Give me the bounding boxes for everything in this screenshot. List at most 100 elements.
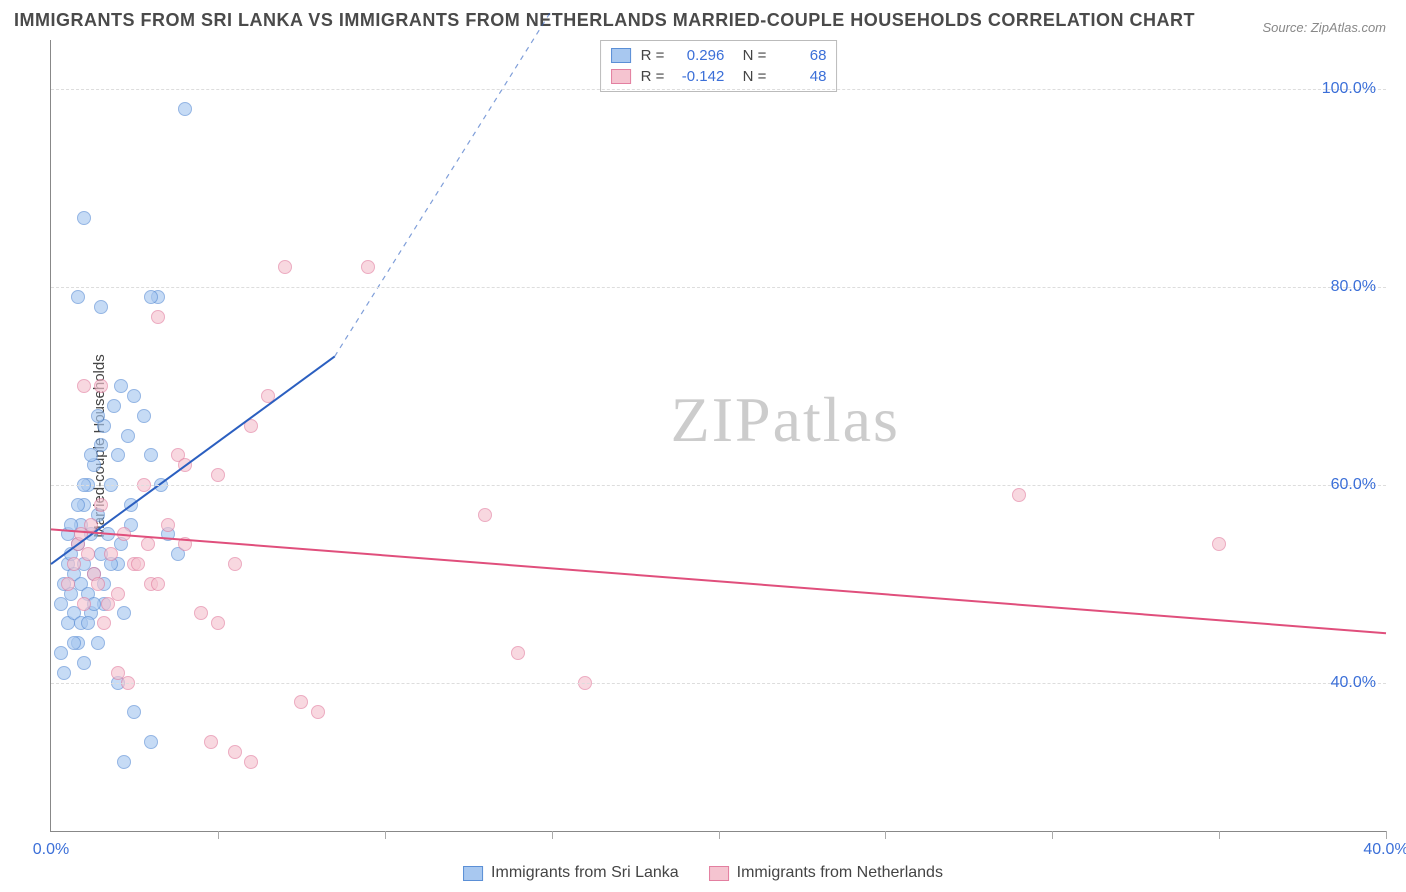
scatter-point bbox=[124, 498, 138, 512]
trend-lines-layer bbox=[51, 40, 1386, 831]
scatter-point bbox=[61, 577, 75, 591]
scatter-point bbox=[101, 527, 115, 541]
scatter-point bbox=[1012, 488, 1026, 502]
legend-swatch bbox=[463, 866, 483, 881]
scatter-point bbox=[178, 537, 192, 551]
scatter-point bbox=[117, 755, 131, 769]
scatter-point bbox=[101, 597, 115, 611]
y-tick-label: 60.0% bbox=[1331, 476, 1376, 494]
scatter-point bbox=[294, 695, 308, 709]
scatter-point bbox=[151, 577, 165, 591]
correlation-legend-row: R =0.296 N =68 bbox=[611, 45, 827, 66]
scatter-point bbox=[144, 735, 158, 749]
scatter-point bbox=[84, 448, 98, 462]
scatter-point bbox=[127, 705, 141, 719]
scatter-point bbox=[54, 646, 68, 660]
scatter-point bbox=[244, 755, 258, 769]
scatter-point bbox=[137, 409, 151, 423]
x-tick bbox=[385, 831, 386, 839]
scatter-point bbox=[228, 745, 242, 759]
y-tick-label: 100.0% bbox=[1322, 80, 1376, 98]
scatter-point bbox=[74, 527, 88, 541]
source-attribution: Source: ZipAtlas.com bbox=[1262, 20, 1386, 35]
legend-series-label: Immigrants from Sri Lanka bbox=[491, 864, 679, 882]
legend-n-label: N = bbox=[734, 47, 766, 64]
scatter-point bbox=[478, 508, 492, 522]
x-tick bbox=[1219, 831, 1220, 839]
scatter-point bbox=[131, 557, 145, 571]
scatter-point bbox=[114, 379, 128, 393]
scatter-point bbox=[91, 577, 105, 591]
scatter-point bbox=[71, 290, 85, 304]
scatter-point bbox=[91, 636, 105, 650]
watermark: ZIPatlas bbox=[671, 383, 900, 457]
x-tick bbox=[218, 831, 219, 839]
y-tick-label: 40.0% bbox=[1331, 674, 1376, 692]
trend-line-extrapolated bbox=[335, 10, 552, 356]
scatter-point bbox=[97, 616, 111, 630]
scatter-point bbox=[117, 606, 131, 620]
x-tick-label: 40.0% bbox=[1363, 841, 1406, 859]
scatter-point bbox=[204, 735, 218, 749]
scatter-point bbox=[1212, 537, 1226, 551]
legend-series-label: Immigrants from Netherlands bbox=[737, 864, 943, 882]
gridline-horizontal bbox=[51, 485, 1386, 486]
legend-item: Immigrants from Netherlands bbox=[709, 864, 943, 882]
x-tick bbox=[885, 831, 886, 839]
x-tick bbox=[552, 831, 553, 839]
scatter-point bbox=[178, 458, 192, 472]
scatter-point bbox=[141, 537, 155, 551]
scatter-point bbox=[151, 310, 165, 324]
scatter-point bbox=[127, 389, 141, 403]
scatter-point bbox=[361, 260, 375, 274]
scatter-point bbox=[81, 616, 95, 630]
legend-n-value: 48 bbox=[776, 68, 826, 85]
watermark-bold: ZIP bbox=[671, 384, 773, 455]
scatter-point bbox=[117, 527, 131, 541]
scatter-point bbox=[144, 448, 158, 462]
trend-line bbox=[51, 529, 1386, 633]
scatter-point bbox=[77, 211, 91, 225]
scatter-point bbox=[77, 379, 91, 393]
x-tick bbox=[1052, 831, 1053, 839]
legend-swatch bbox=[611, 48, 631, 63]
scatter-point bbox=[94, 300, 108, 314]
scatter-point bbox=[67, 636, 81, 650]
correlation-legend-row: R = -0.142 N = 48 bbox=[611, 66, 827, 87]
legend-n-value: 68 bbox=[776, 47, 826, 64]
scatter-point bbox=[194, 606, 208, 620]
legend-item: Immigrants from Sri Lanka bbox=[463, 864, 679, 882]
scatter-point bbox=[81, 547, 95, 561]
y-tick-label: 80.0% bbox=[1331, 278, 1376, 296]
gridline-horizontal bbox=[51, 287, 1386, 288]
scatter-point bbox=[144, 290, 158, 304]
scatter-point bbox=[228, 557, 242, 571]
scatter-point bbox=[104, 547, 118, 561]
scatter-point bbox=[57, 666, 71, 680]
scatter-point bbox=[91, 409, 105, 423]
scatter-point bbox=[244, 419, 258, 433]
scatter-point bbox=[94, 498, 108, 512]
scatter-point bbox=[278, 260, 292, 274]
legend-r-value: -0.142 bbox=[674, 68, 724, 85]
scatter-point bbox=[77, 597, 91, 611]
scatter-point bbox=[211, 468, 225, 482]
x-tick bbox=[1386, 831, 1387, 839]
legend-swatch bbox=[611, 69, 631, 84]
gridline-horizontal bbox=[51, 683, 1386, 684]
scatter-point bbox=[71, 498, 85, 512]
chart-title: IMMIGRANTS FROM SRI LANKA VS IMMIGRANTS … bbox=[14, 10, 1195, 31]
x-tick-label: 0.0% bbox=[33, 841, 69, 859]
legend-swatch bbox=[709, 866, 729, 881]
series-legend: Immigrants from Sri Lanka Immigrants from… bbox=[463, 864, 943, 882]
scatter-point bbox=[178, 102, 192, 116]
scatter-point bbox=[261, 389, 275, 403]
legend-r-label: R = bbox=[641, 68, 665, 85]
correlation-legend: R = 0.296 N = 68 R = -0.142 N = 48 bbox=[600, 40, 838, 92]
plot-area: ZIPatlas R = 0.296 N = 68 R = -0.142 N = 48 4… bbox=[50, 40, 1386, 832]
watermark-rest: atlas bbox=[773, 384, 900, 455]
legend-n-label: N = bbox=[734, 68, 766, 85]
gridline-horizontal bbox=[51, 89, 1386, 90]
scatter-point bbox=[107, 399, 121, 413]
legend-r-value: 0.296 bbox=[674, 47, 724, 64]
